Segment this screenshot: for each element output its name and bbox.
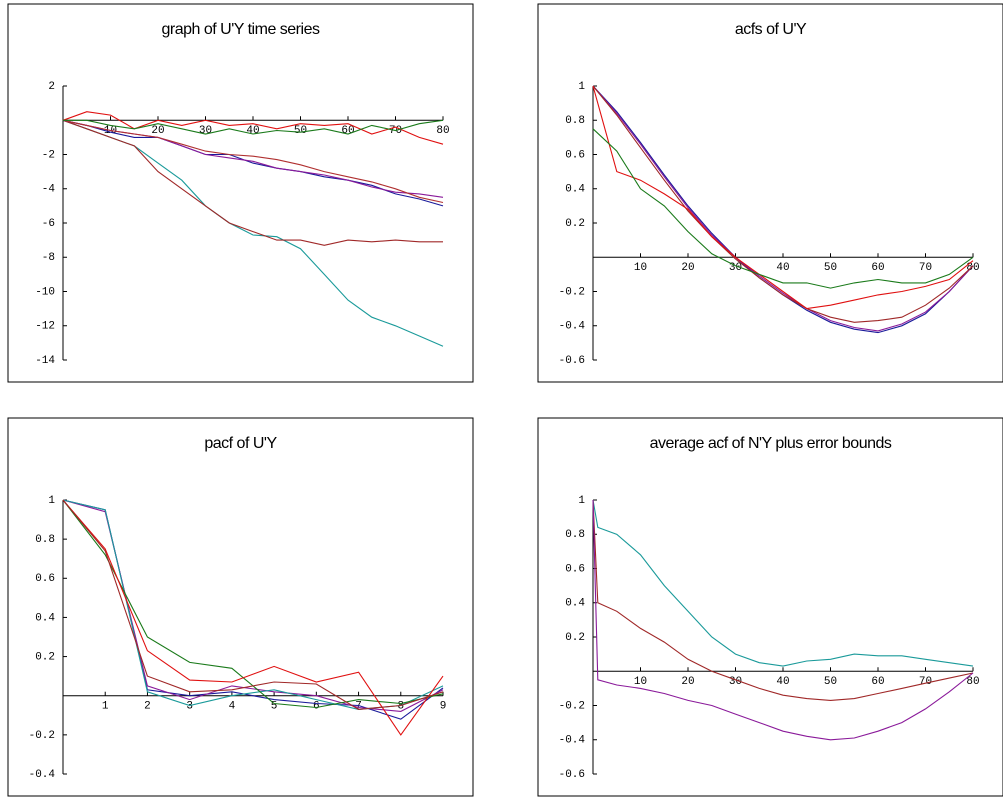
- data-line: [62, 119, 444, 204]
- y-tick-label: -0.4: [29, 769, 56, 781]
- x-tick-label: 20: [151, 125, 164, 137]
- data-line: [592, 499, 974, 741]
- data-line: [592, 499, 974, 667]
- y-tick-label: -0.2: [559, 286, 585, 298]
- data-line: [63, 119, 444, 135]
- y-tick-label: 0.8: [565, 529, 585, 541]
- y-tick-label: 0.2: [565, 218, 585, 230]
- x-tick-label: 50: [824, 676, 837, 688]
- x-tick-label: 5: [271, 701, 278, 713]
- x-tick-label: 50: [824, 262, 837, 274]
- data-line: [62, 499, 444, 736]
- x-tick-label: 10: [104, 125, 117, 137]
- x-tick-label: 30: [199, 125, 212, 137]
- x-tick-label: 40: [776, 262, 789, 274]
- x-tick-label: 80: [436, 125, 449, 137]
- y-tick-label: 0.8: [35, 534, 55, 546]
- data-line: [62, 499, 444, 709]
- data-line: [592, 499, 974, 701]
- y-tick-label: 0.2: [35, 651, 55, 663]
- x-tick-label: 20: [681, 676, 694, 688]
- chart-title: graph of U'Y time series: [162, 21, 320, 38]
- y-tick-label: -10: [35, 286, 55, 298]
- y-tick-label: -0.2: [29, 730, 55, 742]
- x-tick-label: 80: [966, 676, 979, 688]
- y-tick-label: 0.4: [565, 184, 585, 196]
- data-line: [62, 119, 443, 246]
- x-tick-label: 20: [681, 262, 694, 274]
- y-tick-label: 1: [578, 81, 585, 93]
- data-line: [62, 499, 444, 712]
- data-line: [592, 85, 974, 310]
- data-line: [62, 499, 444, 710]
- x-tick-label: 3: [186, 701, 193, 713]
- x-tick-label: 60: [341, 125, 354, 137]
- y-tick-label: 0.6: [35, 573, 55, 585]
- y-tick-label: 0.4: [565, 598, 585, 610]
- data-line: [592, 85, 974, 323]
- data-line: [592, 85, 974, 334]
- panel-frame: [7, 3, 474, 383]
- data-line: [62, 499, 444, 710]
- chart-title: pacf of U'Y: [204, 435, 277, 452]
- y-tick-label: 0.4: [35, 612, 55, 624]
- x-tick-label: 40: [246, 125, 259, 137]
- y-tick-label: 1: [578, 495, 585, 507]
- panel-frame: [537, 3, 1003, 383]
- x-tick-label: 7: [355, 701, 362, 713]
- panel-frame: [537, 417, 1003, 797]
- data-line: [62, 111, 444, 145]
- x-tick-label: 10: [634, 262, 647, 274]
- x-tick-label: 40: [776, 676, 789, 688]
- y-tick-label: 2: [48, 81, 55, 93]
- y-tick-label: -0.2: [559, 700, 585, 712]
- y-tick-label: -6: [42, 218, 55, 230]
- x-tick-label: 9: [440, 701, 447, 713]
- x-tick-label: 70: [919, 262, 932, 274]
- chart-title: average acf of N'Y plus error bounds: [650, 435, 892, 452]
- data-line: [62, 119, 444, 207]
- x-tick-label: 70: [919, 676, 932, 688]
- x-tick-label: 10: [634, 676, 647, 688]
- x-tick-label: 2: [144, 701, 151, 713]
- y-tick-label: -2: [42, 149, 55, 161]
- y-tick-label: 0.6: [565, 563, 585, 575]
- y-tick-label: 0.6: [565, 149, 585, 161]
- x-tick-label: 6: [313, 701, 320, 713]
- x-tick-label: 4: [229, 701, 236, 713]
- y-tick-label: -4: [42, 184, 56, 196]
- y-tick-label: 1: [48, 495, 55, 507]
- x-tick-label: 8: [397, 701, 404, 713]
- data-line: [592, 128, 974, 289]
- y-tick-label: -12: [35, 321, 55, 333]
- y-tick-label: -0.6: [559, 769, 585, 781]
- x-tick-label: 1: [102, 701, 109, 713]
- x-tick-label: 60: [871, 262, 884, 274]
- data-line: [592, 85, 974, 332]
- x-tick-label: 60: [871, 676, 884, 688]
- y-tick-label: -14: [35, 355, 55, 367]
- x-tick-label: 30: [729, 262, 742, 274]
- y-tick-label: -0.6: [559, 355, 585, 367]
- chart-title: acfs of U'Y: [735, 21, 807, 38]
- y-tick-label: 0.2: [565, 632, 585, 644]
- data-line: [62, 119, 444, 347]
- x-tick-label: 80: [966, 262, 979, 274]
- y-tick-label: -8: [42, 252, 55, 264]
- y-tick-label: -0.4: [559, 735, 586, 747]
- x-tick-label: 50: [294, 125, 307, 137]
- y-tick-label: -0.4: [559, 321, 586, 333]
- y-tick-label: 0.8: [565, 115, 585, 127]
- panel-frame: [7, 417, 474, 797]
